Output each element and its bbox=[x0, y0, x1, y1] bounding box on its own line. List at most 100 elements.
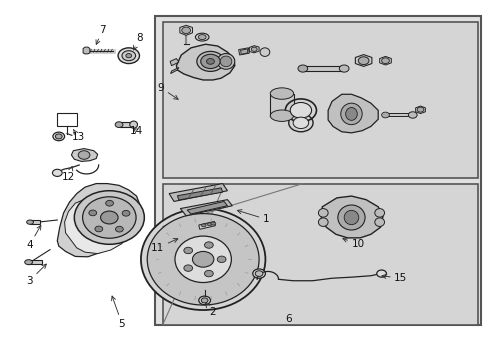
Ellipse shape bbox=[252, 269, 265, 278]
Ellipse shape bbox=[192, 251, 213, 267]
Text: 3: 3 bbox=[26, 264, 46, 286]
Ellipse shape bbox=[339, 65, 348, 72]
Ellipse shape bbox=[374, 208, 384, 217]
Text: 7: 7 bbox=[96, 25, 105, 44]
Ellipse shape bbox=[78, 151, 90, 159]
Polygon shape bbox=[83, 47, 90, 54]
Ellipse shape bbox=[125, 54, 131, 58]
Ellipse shape bbox=[147, 213, 259, 305]
Polygon shape bbox=[187, 202, 227, 214]
Bar bbox=[154, 16, 480, 325]
Ellipse shape bbox=[340, 103, 362, 125]
Ellipse shape bbox=[122, 51, 135, 61]
Ellipse shape bbox=[374, 218, 384, 226]
Bar bbox=[30, 220, 40, 224]
Polygon shape bbox=[415, 106, 425, 113]
Polygon shape bbox=[240, 49, 247, 54]
Ellipse shape bbox=[251, 47, 257, 51]
Ellipse shape bbox=[289, 103, 311, 118]
Ellipse shape bbox=[27, 220, 33, 224]
Ellipse shape bbox=[115, 122, 122, 127]
Polygon shape bbox=[238, 48, 249, 55]
Ellipse shape bbox=[197, 51, 224, 71]
Ellipse shape bbox=[55, 134, 62, 139]
Ellipse shape bbox=[52, 169, 62, 176]
Ellipse shape bbox=[199, 296, 210, 305]
Ellipse shape bbox=[122, 211, 130, 216]
Bar bbox=[163, 184, 477, 325]
Ellipse shape bbox=[260, 48, 269, 57]
Bar bbox=[28, 260, 41, 264]
Bar bbox=[163, 22, 477, 178]
Polygon shape bbox=[180, 200, 232, 216]
Ellipse shape bbox=[25, 260, 32, 265]
Text: 6: 6 bbox=[285, 314, 291, 324]
Ellipse shape bbox=[337, 205, 365, 230]
Polygon shape bbox=[327, 94, 377, 133]
Polygon shape bbox=[176, 44, 234, 80]
Ellipse shape bbox=[115, 226, 123, 232]
Ellipse shape bbox=[141, 208, 265, 310]
Polygon shape bbox=[180, 25, 192, 35]
Text: 15: 15 bbox=[381, 273, 407, 283]
Ellipse shape bbox=[204, 270, 213, 277]
Text: 2: 2 bbox=[205, 303, 216, 317]
Ellipse shape bbox=[105, 201, 113, 206]
Polygon shape bbox=[199, 221, 215, 229]
Ellipse shape bbox=[206, 223, 211, 226]
Ellipse shape bbox=[210, 222, 215, 225]
Ellipse shape bbox=[201, 54, 220, 68]
Text: 12: 12 bbox=[62, 166, 75, 182]
Ellipse shape bbox=[183, 247, 192, 254]
Text: 9: 9 bbox=[157, 83, 178, 99]
Ellipse shape bbox=[198, 35, 205, 40]
Text: 5: 5 bbox=[111, 296, 125, 329]
Ellipse shape bbox=[183, 265, 192, 271]
Ellipse shape bbox=[204, 242, 213, 248]
Ellipse shape bbox=[175, 236, 231, 283]
Ellipse shape bbox=[345, 108, 357, 120]
Bar bbox=[119, 122, 133, 127]
Polygon shape bbox=[177, 188, 222, 200]
Ellipse shape bbox=[217, 54, 234, 69]
Ellipse shape bbox=[201, 224, 205, 227]
Ellipse shape bbox=[89, 210, 97, 216]
Text: 8: 8 bbox=[133, 33, 143, 50]
Polygon shape bbox=[71, 149, 98, 161]
Ellipse shape bbox=[255, 271, 263, 276]
Ellipse shape bbox=[358, 57, 368, 64]
Ellipse shape bbox=[220, 56, 231, 67]
Ellipse shape bbox=[318, 208, 327, 217]
Bar bbox=[385, 113, 411, 116]
Ellipse shape bbox=[376, 270, 386, 277]
Ellipse shape bbox=[292, 117, 308, 129]
Ellipse shape bbox=[270, 110, 293, 121]
Ellipse shape bbox=[344, 210, 358, 225]
Ellipse shape bbox=[416, 107, 423, 112]
Ellipse shape bbox=[118, 48, 139, 64]
Ellipse shape bbox=[129, 121, 137, 128]
Bar bbox=[270, 94, 293, 116]
Ellipse shape bbox=[217, 256, 225, 262]
Ellipse shape bbox=[381, 112, 388, 118]
Text: 1: 1 bbox=[237, 210, 269, 224]
Ellipse shape bbox=[201, 298, 207, 303]
Polygon shape bbox=[321, 196, 382, 238]
Polygon shape bbox=[170, 59, 179, 66]
Ellipse shape bbox=[74, 191, 144, 244]
Ellipse shape bbox=[82, 197, 136, 238]
Ellipse shape bbox=[101, 211, 118, 224]
Text: 4: 4 bbox=[26, 225, 41, 250]
Polygon shape bbox=[64, 198, 130, 253]
Ellipse shape bbox=[53, 132, 64, 141]
Polygon shape bbox=[170, 67, 179, 73]
Text: 10: 10 bbox=[342, 238, 364, 249]
Text: 14: 14 bbox=[130, 126, 143, 136]
Ellipse shape bbox=[182, 27, 190, 33]
Polygon shape bbox=[57, 184, 140, 257]
Polygon shape bbox=[355, 55, 371, 66]
Ellipse shape bbox=[407, 112, 416, 118]
Ellipse shape bbox=[381, 58, 388, 64]
Ellipse shape bbox=[95, 226, 102, 232]
Ellipse shape bbox=[206, 59, 214, 64]
